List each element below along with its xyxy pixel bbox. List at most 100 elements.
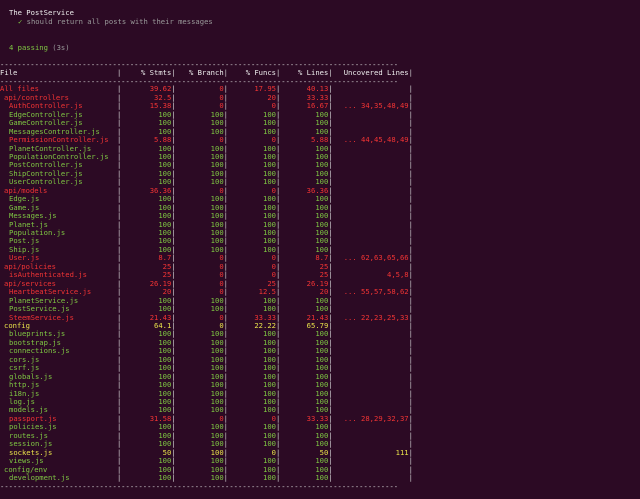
stmts-cell: 100 [158,202,172,212]
column-separator: | [117,287,122,297]
table-row: connections.js | 100| 100| 100| 100| | [0,346,413,355]
column-separator: | [171,447,176,457]
lines-cell: 36.36 [306,185,329,195]
branch-cell: 100 [210,160,224,170]
column-separator: | [223,177,228,187]
lines-cell: 20 [319,287,329,297]
lines-cell: 100 [315,405,329,415]
file-name-cell: UserController.js [9,177,83,187]
column-separator: | [275,371,281,381]
column-separator: | [171,219,176,229]
column-separator: | [117,168,122,178]
column-separator: | [275,354,281,364]
column-separator: | [408,253,413,263]
passing-count: 4 passing [9,43,48,52]
column-separator: | [223,447,228,457]
branch-cell: 100 [210,447,224,457]
column-separator: | [223,278,228,288]
funcs-cell: 100 [263,143,276,153]
column-separator: | [328,430,333,440]
branch-cell: 100 [210,109,224,119]
column-separator: | [408,261,413,271]
column-separator: | [408,194,413,204]
file-name-cell: connections.js [9,346,70,356]
table-row: AuthController.js | 15.38| 0| 0| 16.67|... 34… [0,101,413,110]
column-separator: | [171,413,176,423]
column-separator: | [223,388,228,398]
column-separator: | [328,126,333,136]
stmts-cell: 100 [158,354,172,364]
funcs-cell: 100 [263,337,276,347]
stmts-cell: 100 [158,388,172,398]
uncovered-lines-cell: ... 44,45,48,49 [343,135,409,145]
stmts-cell: 100 [158,346,172,356]
lines-cell: 100 [315,118,329,128]
column-separator: | [328,135,333,145]
funcs-cell: 0 [271,261,276,271]
column-separator: | [328,143,333,153]
branch-cell: 0 [219,84,224,94]
table-row: sockets.js | 50| 100| 0| 50| 111| [0,448,413,457]
funcs-cell: 100 [263,380,276,390]
lines-cell: 100 [315,371,329,381]
table-row: PostService.js | 100| 100| 100| 100| | [0,304,413,313]
column-separator: | [328,211,333,221]
column-separator: | [223,464,228,474]
funcs-cell: 100 [263,236,276,246]
funcs-cell: 0 [271,447,276,457]
column-separator: | [171,304,176,314]
column-separator: | [275,202,281,212]
table-row: All files | 39.62| 0| 17.95| 40.13| | [0,84,413,93]
file-name-cell: cors.js [9,354,40,364]
stmts-cell: 100 [158,405,172,415]
file-name-cell: views.js [9,456,44,466]
column-separator: | [117,126,122,136]
column-separator: | [223,456,228,466]
column-separator: | [171,456,176,466]
column-separator: | [328,287,333,297]
lines-cell: 100 [315,109,329,119]
branch-cell: 0 [219,261,224,271]
branch-cell: 100 [210,329,224,339]
column-separator: | [117,160,122,170]
funcs-cell: 100 [263,388,276,398]
column-separator: | [275,346,281,356]
lines-cell: 100 [315,244,329,254]
funcs-cell: 0 [271,101,276,111]
funcs-cell: 100 [263,397,276,406]
table-row: session.js | 100| 100| 100| 100| | [0,439,413,448]
column-separator: | [171,337,176,347]
file-name-cell: MessagesController.js [9,126,100,136]
column-separator: | [117,346,122,356]
column-separator: | [275,211,281,221]
test-result-line: ✓ should return all posts with their mes… [18,17,213,26]
column-separator: | [223,304,228,314]
stmts-cell: 100 [158,329,172,339]
column-separator: | [328,447,333,457]
funcs-cell: 100 [263,473,276,483]
table-row: GameController.js | 100| 100| 100| 100| | [0,118,413,127]
column-separator: | [328,261,333,271]
column-separator: | [117,278,122,288]
branch-cell: 0 [219,135,224,145]
column-separator: | [117,371,122,381]
file-name-cell: config/env [4,464,48,474]
branch-cell: 100 [210,126,224,136]
column-separator: | [275,430,281,440]
column-separator: | [117,464,122,474]
column-separator: | [117,363,122,373]
stmts-cell: 100 [158,118,172,128]
column-separator: | [275,388,281,398]
column-separator: | [171,84,176,94]
column-separator: | [275,295,281,305]
column-separator: | [171,236,176,246]
table-row: MessagesController.js | 100| 100| 100| 100| | [0,127,413,136]
funcs-cell: 100 [263,177,276,187]
column-separator: | [171,109,176,119]
branch-cell: 100 [210,354,224,364]
column-separator: | [328,397,333,406]
table-row: i18n.js | 100| 100| 100| 100| | [0,389,413,398]
table-row: passport.js | 31.58| 0| 0| 33.33|... 28,29,32… [0,414,413,423]
lines-cell: 100 [315,304,329,314]
